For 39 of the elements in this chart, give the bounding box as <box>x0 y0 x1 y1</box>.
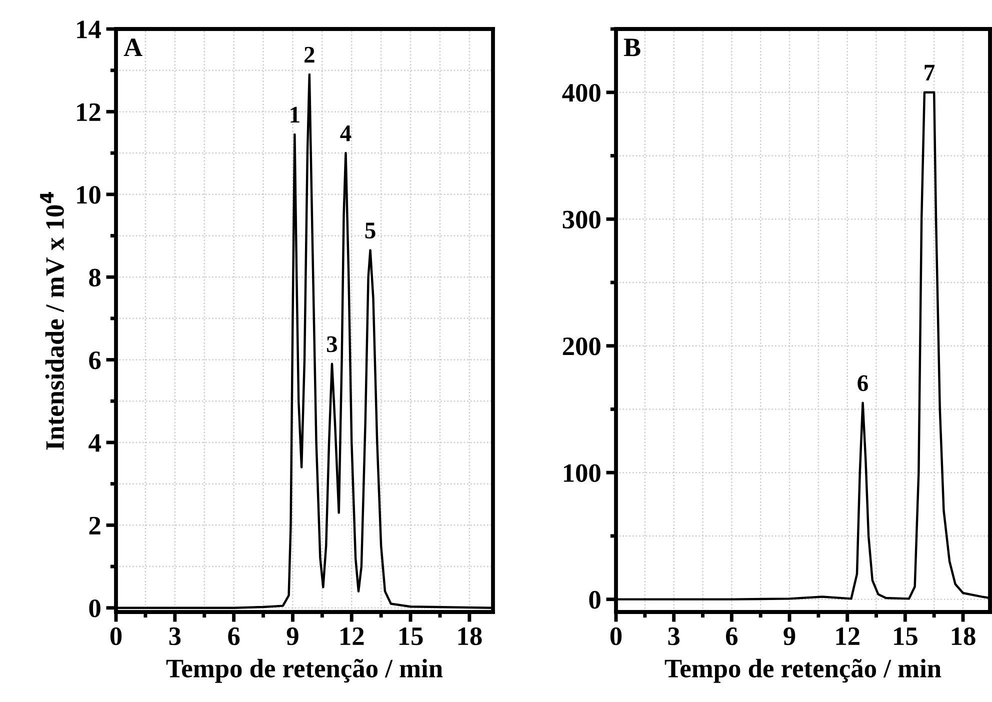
x-tick-label: 15 <box>399 627 423 646</box>
y-tick-label: 14 <box>77 20 101 38</box>
x-tick-label: 6 <box>726 627 738 646</box>
x-tick-label: 0 <box>610 627 622 646</box>
x-tick-label: 18 <box>458 627 482 646</box>
x-tick-label: 9 <box>286 627 298 646</box>
x-tick-label: 12 <box>836 627 860 645</box>
annotation: 5 <box>365 222 376 238</box>
x-tick-label: 9 <box>784 627 796 646</box>
annotation: 2 <box>304 46 314 63</box>
annotation: 4 <box>340 126 352 142</box>
y-tick-label: 12 <box>77 103 100 121</box>
annotation: A <box>124 38 142 56</box>
annotation: 3 <box>326 336 338 352</box>
x-tick-label: 0 <box>110 627 122 646</box>
x-axis-title: Tempo de retenção / min <box>166 658 443 683</box>
y-tick-label: 200 <box>562 337 600 356</box>
y-tick-label: 0 <box>589 590 600 609</box>
x-tick-label: 12 <box>340 627 364 645</box>
y-tick-label: 400 <box>562 84 600 102</box>
y-tick-label: 10 <box>77 186 100 204</box>
annotation: 6 <box>858 375 868 392</box>
x-tick-label: 3 <box>668 627 680 646</box>
y-tick-label: 0 <box>89 599 100 618</box>
y-tick-label: 8 <box>89 268 101 286</box>
y-tick-label: 6 <box>89 351 101 370</box>
x-axis-title: Tempo de retenção / min <box>664 658 942 683</box>
annotation: 7 <box>924 64 935 80</box>
x-tick-label: 3 <box>169 627 181 646</box>
y-tick-label: 300 <box>562 210 600 229</box>
x-tick-label: 18 <box>952 627 976 646</box>
y-axis-title: Intensidade / mV x 10$^{4}$ <box>40 192 64 450</box>
x-tick-label: 6 <box>228 627 240 646</box>
y-tick-label: 100 <box>564 464 600 482</box>
x-tick-label: 15 <box>894 627 918 646</box>
y-tick-label: 2 <box>89 516 100 534</box>
y-tick-label: 4 <box>88 434 101 452</box>
annotation: 1 <box>290 106 300 122</box>
annotation: B <box>624 38 640 56</box>
